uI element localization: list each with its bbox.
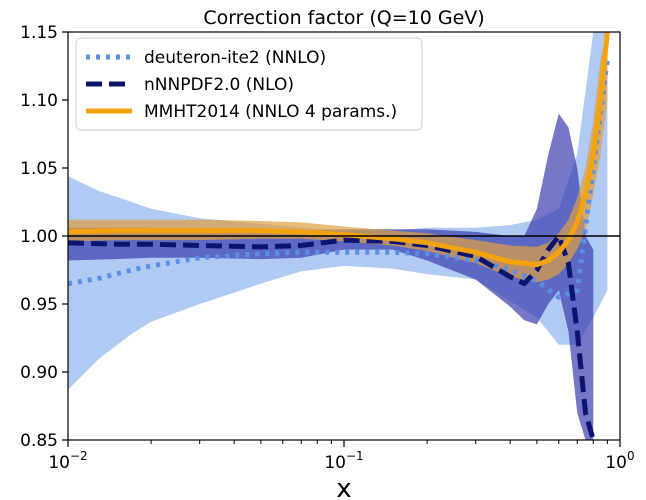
band-deuteron-ite2-nnlo [68,32,608,390]
y-tick-label: 1.15 [20,23,58,43]
y-tick-label: 1.05 [20,159,58,179]
x-tick-label: 10−2 [48,449,87,473]
x-axis-label: x [336,474,351,500]
x-axis: 10−2 10−1 100 [48,440,635,473]
y-tick-label: 0.85 [20,431,58,451]
chart-title: Correction factor (Q=10 GeV) [203,7,484,29]
legend-label-nnnpdf2-0-nlo: nNNPDF2.0 (NLO) [144,75,294,95]
legend-label-mmht2014-nnlo-4-params: MMHT2014 (NNLO 4 params.) [144,102,397,122]
series-lines [68,32,610,440]
legend: deuteron-ite2 (NNLO) nNNPDF2.0 (NLO) MMHT2… [75,37,423,131]
y-tick-label: 0.90 [20,363,58,383]
legend-label-deuteron-ite2-nnlo: deuteron-ite2 (NNLO) [144,48,326,68]
legend-box [75,37,423,131]
x-tick-label: 10−1 [324,449,363,473]
series-line-nnnpdf2-0-nlo [68,233,596,440]
series-line-mmht2014-nnlo-4-params [68,32,610,268]
y-axis: 0.85 0.90 0.95 1.00 1.05 1.10 1.15 [20,23,68,451]
y-tick-label: 0.95 [20,295,58,315]
band-nnnpdf2-0-nlo [68,113,594,440]
y-tick-label: 1.10 [20,91,58,111]
y-tick-label: 1.00 [20,227,58,247]
x-tick-label: 100 [605,449,634,473]
